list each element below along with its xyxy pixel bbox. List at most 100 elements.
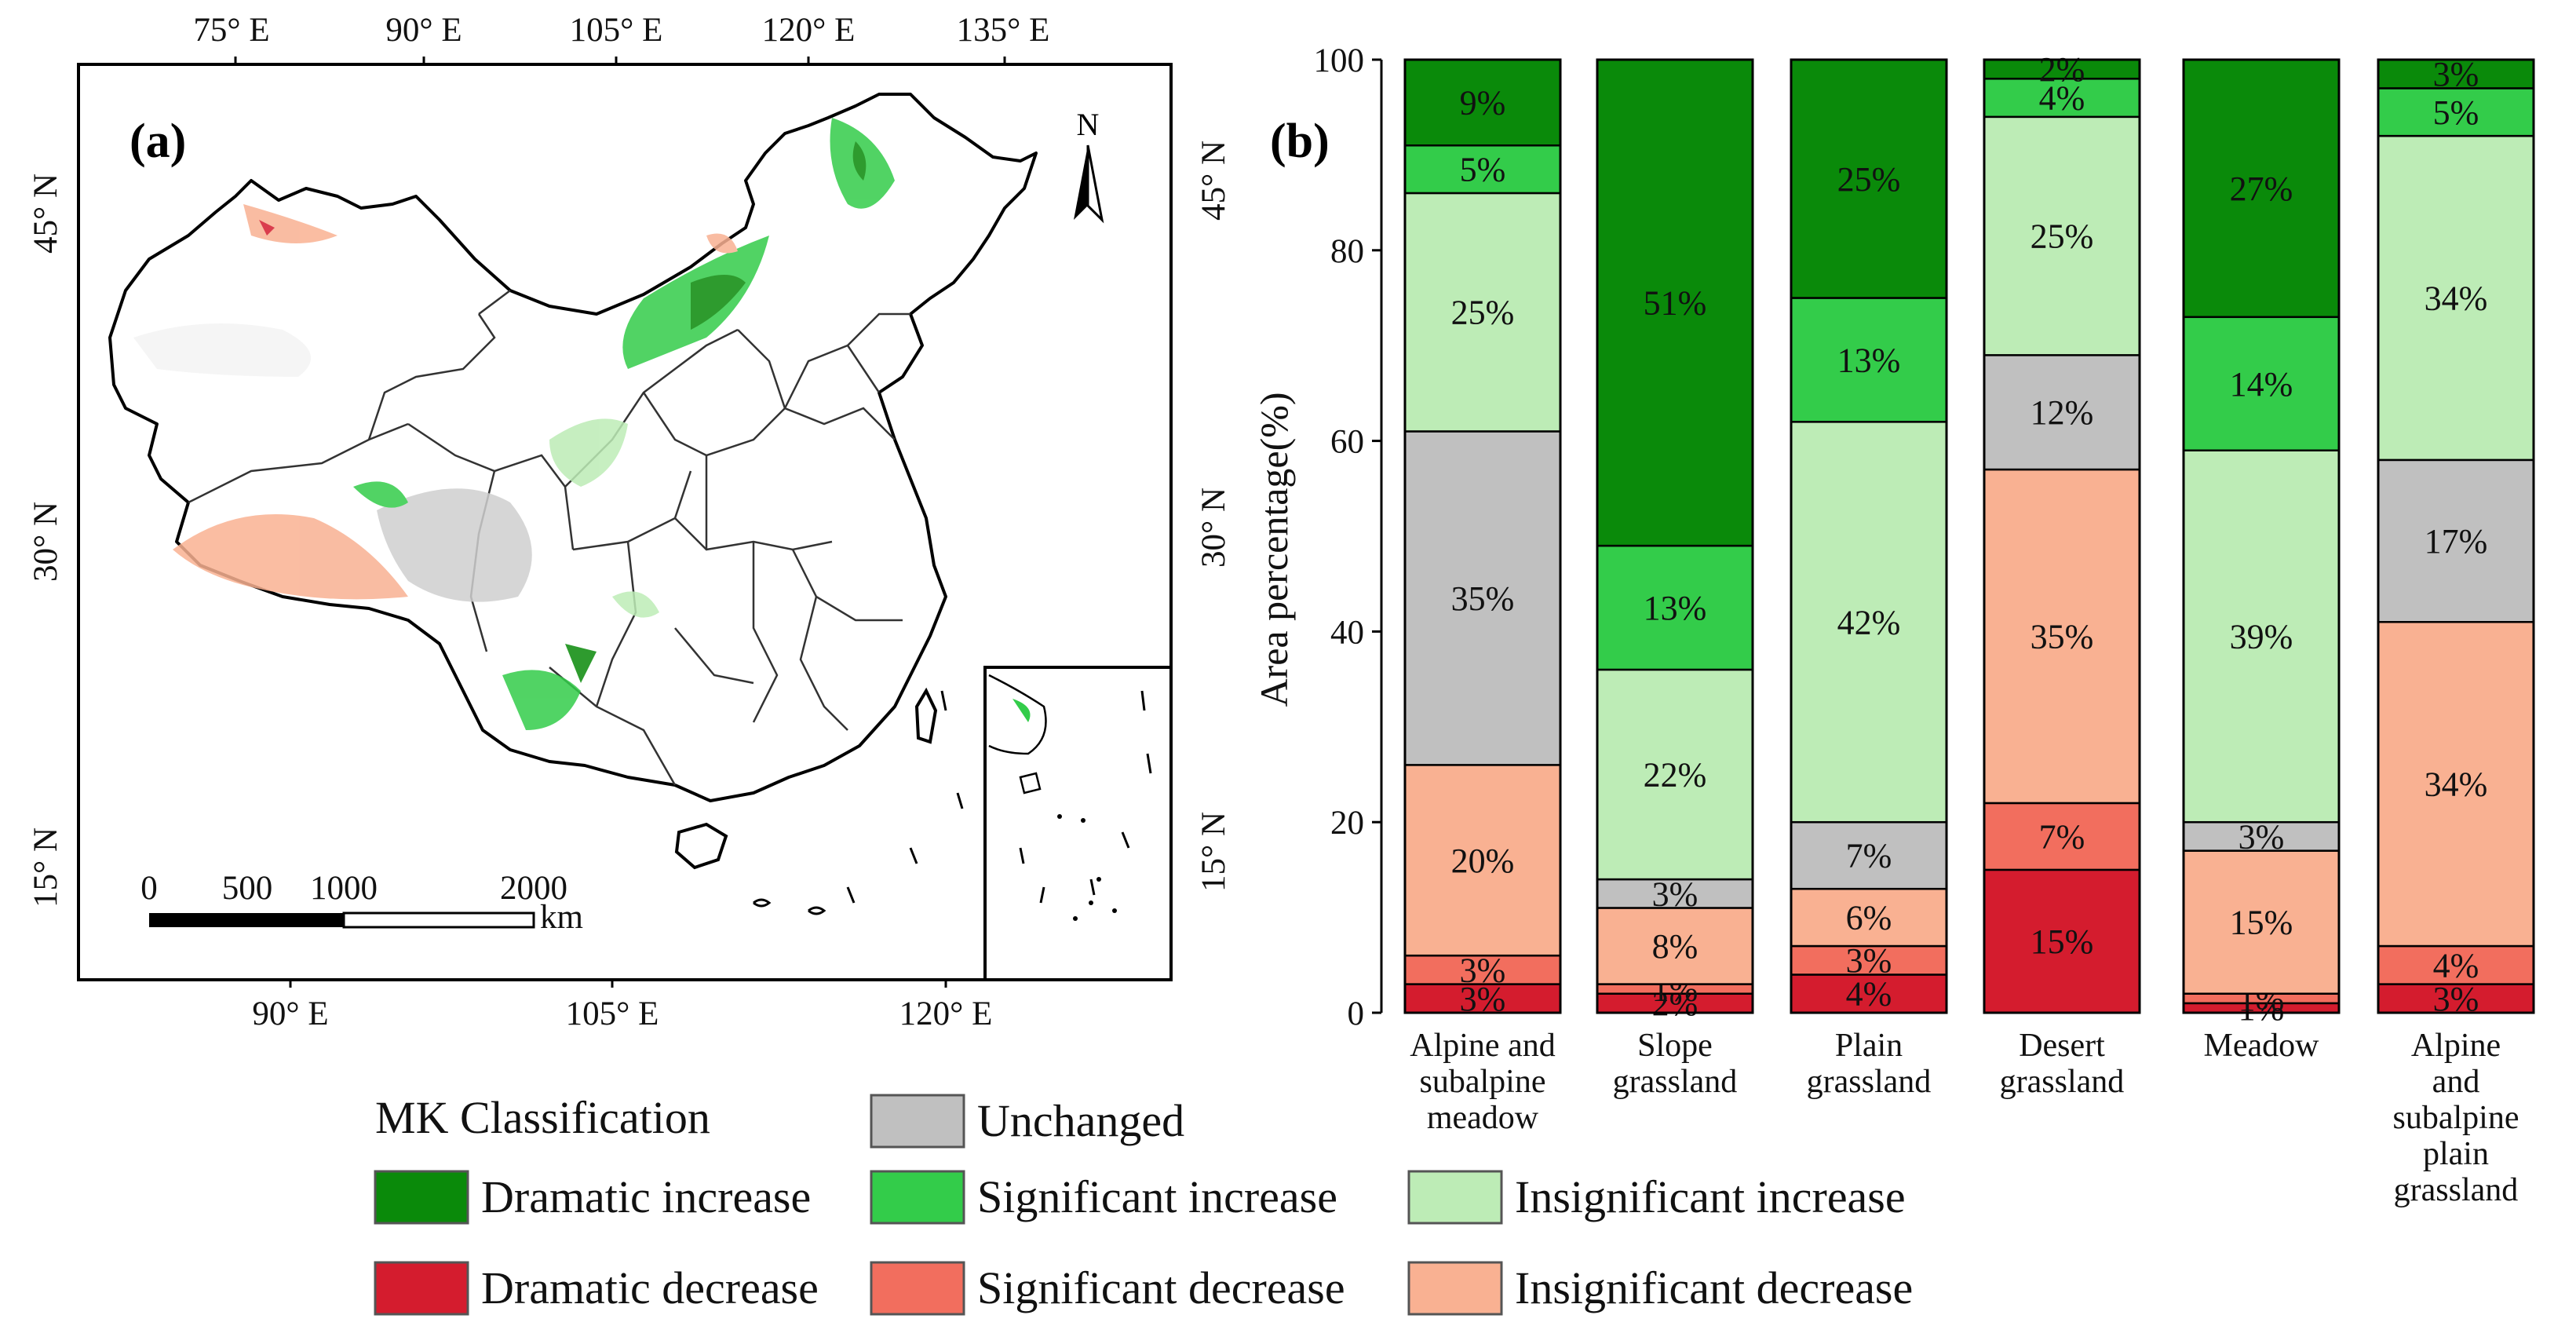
bar-segment-label: 3% (2238, 817, 2285, 856)
bar-segment (2377, 458, 2535, 623)
legend-item: Significant increase (870, 1170, 1337, 1225)
category-label: Alpine and subalpine plain grassland (2393, 1028, 2519, 1208)
legend-swatch (1407, 1261, 1503, 1316)
bottom-lon-label: 90° E (252, 995, 328, 1032)
bar-segment (1983, 78, 2141, 119)
bar-segment (1983, 868, 2141, 1014)
bar-segment-label: 7% (1846, 837, 1892, 875)
scale-bar: 0 500 1000 2000 km (140, 870, 583, 936)
category-label-line: meadow (1427, 1100, 1539, 1136)
bar-segment-label: 51% (1644, 284, 1707, 323)
category-label-line: subalpine (2393, 1100, 2519, 1136)
bar-segment-label: 13% (1644, 589, 1707, 627)
bar-segment-label: 25% (1837, 160, 1901, 199)
legend-label: Significant decrease (977, 1262, 1345, 1313)
legend-label: Dramatic increase (481, 1171, 811, 1222)
bar-segment-label: 3% (2433, 55, 2479, 93)
category-label-line: plain (2423, 1136, 2489, 1172)
bar-frame (1790, 58, 1948, 1014)
bar-segment-label: 25% (2031, 217, 2094, 256)
category-label-line: grassland (1807, 1064, 1932, 1100)
bar-segment-label: 4% (2433, 946, 2479, 984)
bar-segment (2182, 449, 2341, 824)
category-label-line: Alpine and (1410, 1028, 1555, 1064)
top-lon-label: 120° E (762, 12, 856, 49)
y-tick-label: 60 (1330, 424, 1364, 461)
category-label: Desert grassland (2000, 1028, 2125, 1100)
left-lat-label: 15° N (27, 827, 64, 908)
category-label-line: Meadow (2204, 1028, 2320, 1064)
bar-segment (1983, 115, 2141, 356)
bar-segment-label: 35% (2031, 617, 2094, 656)
bar-segment (1403, 764, 1562, 957)
legend-label: Unchanged (977, 1095, 1184, 1146)
category-label-line: subalpine (1420, 1064, 1546, 1100)
bar-segment (1983, 354, 2141, 471)
bottom-lon-label: 120° E (899, 995, 993, 1032)
legend-title: MK Classification (375, 1092, 710, 1143)
bar-segment (2377, 944, 2535, 985)
bar-segment (2377, 621, 2535, 948)
category-label-line: Alpine (2411, 1028, 2501, 1064)
legend-swatch (870, 1094, 965, 1149)
legend: MK Classification Unchanged Dramatic incr… (374, 1092, 1913, 1316)
bar-segment-label: 22% (1644, 756, 1707, 795)
left-lat-label: 30° N (27, 502, 64, 582)
bar-segment-label: 9% (1460, 84, 1506, 122)
right-lat-label: 30° N (1195, 488, 1232, 568)
legend-label: Significant increase (977, 1171, 1337, 1222)
legend-item: Insignificant increase (1407, 1170, 1906, 1225)
bar-stack: 2%1%8%3%22%13%51% (1596, 58, 1754, 1023)
scale-label: 1000 (310, 870, 378, 907)
bar-segment-label: 25% (1451, 294, 1515, 332)
top-lon-label: 135° E (957, 12, 1050, 49)
bar-segment (1790, 58, 1948, 299)
bar-segment (2377, 87, 2535, 137)
bar-stack: 1%1%15%3%39%14%27% (2182, 58, 2341, 1028)
legend-label: Insignificant decrease (1515, 1262, 1913, 1313)
category-label-line: grassland (1613, 1064, 1738, 1100)
bar-segment-label: 4% (2039, 79, 2085, 118)
bar-segment-label: 12% (2031, 393, 2094, 432)
bar-segment (1983, 58, 2141, 80)
y-tick-label: 100 (1314, 42, 1365, 79)
scale-label: 500 (222, 870, 273, 907)
scale-label: 2000 (500, 870, 567, 907)
bar-segment-label: 17% (2425, 522, 2488, 561)
scale-label: 0 (140, 870, 158, 907)
y-axis-title: Area percentage(%) (1252, 392, 1296, 707)
bar-frame (1403, 58, 1562, 1014)
legend-label: Dramatic decrease (481, 1262, 819, 1313)
category-label-line: and (2432, 1064, 2480, 1100)
legend-swatch (870, 1261, 965, 1316)
legend-item: Dramatic decrease (374, 1261, 819, 1316)
bar-stack: 4%3% 6% 7% 42% 13% 25% (1790, 58, 1948, 1014)
north-label: N (1077, 107, 1100, 142)
panel-b-label: (b) (1270, 115, 1330, 168)
bar-segment (1596, 544, 1754, 671)
bar-stack: 3%3%20%35%25%5%9% (1403, 58, 1562, 1018)
bar-frame (1983, 58, 2141, 1014)
category-label-line: Slope (1637, 1028, 1713, 1064)
trend-patches (133, 118, 895, 730)
south-china-sea-inset (983, 666, 1173, 981)
right-lat-label: 15° N (1195, 812, 1232, 892)
bar-segment-label: 5% (1460, 151, 1506, 189)
bar-segment-label: 5% (2433, 93, 2479, 132)
bar-stack: 3%4%34%17%34%5%3% (2377, 55, 2535, 1018)
bar-segment-label: 3% (1652, 875, 1698, 913)
legend-swatch (374, 1261, 469, 1316)
panel-a-label: (a) (130, 115, 186, 168)
bar-segment-label: 14% (2230, 365, 2293, 404)
category-label: Plain grassland (1807, 1028, 1932, 1100)
taiwan-island (914, 687, 938, 744)
hainan-island (674, 822, 728, 870)
bar-segment-label: 15% (2031, 922, 2094, 961)
bar-segment-label: 4% (1846, 975, 1892, 1014)
bar-segment-label: 42% (1837, 603, 1901, 641)
y-tick-label: 0 (1348, 995, 1365, 1032)
bar-segment (1403, 58, 1562, 147)
y-tick-label: 20 (1330, 805, 1364, 842)
left-lat-label: 45° N (27, 174, 64, 254)
